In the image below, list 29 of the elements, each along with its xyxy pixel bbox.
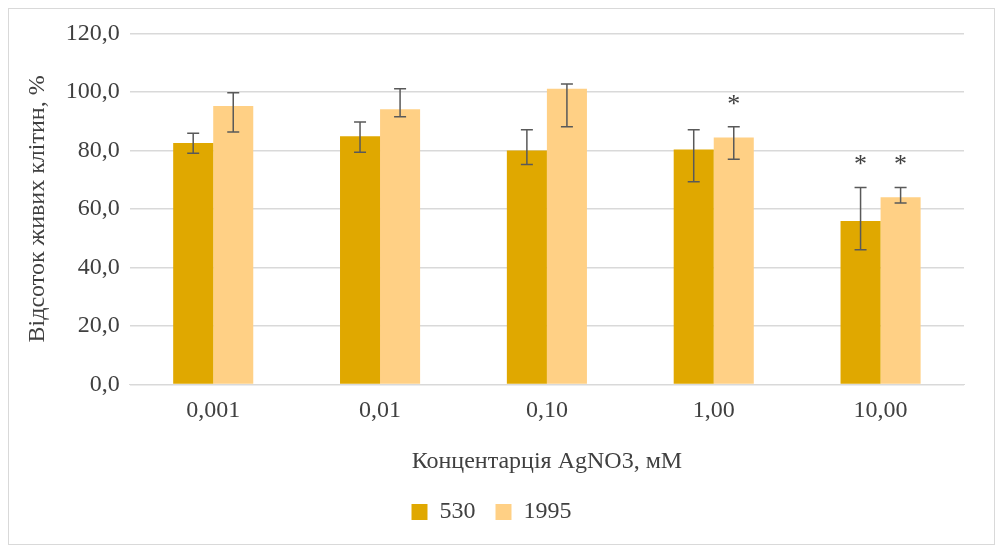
x-tick-label: 1,00 xyxy=(692,396,735,423)
y-tick-label: 100,0 xyxy=(65,77,120,104)
y-tick-label: 40,0 xyxy=(77,252,120,279)
y-tick-label: 80,0 xyxy=(77,135,120,162)
bar xyxy=(546,88,587,384)
x-tick-label: 0,10 xyxy=(525,396,568,423)
y-axis-title: Відсоток живих клітин, % xyxy=(22,75,49,343)
data-label: * xyxy=(854,149,868,179)
y-tick-label: 0,0 xyxy=(89,369,120,396)
y-tick-label: 120,0 xyxy=(65,18,120,45)
x-tick-label: 0,01 xyxy=(359,396,402,423)
legend-label: 1995 xyxy=(523,497,572,524)
bar xyxy=(213,105,254,384)
bar xyxy=(713,137,754,384)
legend-label: 530 xyxy=(439,497,476,524)
bar xyxy=(673,149,714,384)
x-tick-label: 0,001 xyxy=(186,396,241,423)
x-tick-label: 10,00 xyxy=(853,396,908,423)
y-tick-label: 60,0 xyxy=(77,194,120,221)
bar xyxy=(840,220,881,384)
bar xyxy=(340,136,381,384)
y-tick-label: 20,0 xyxy=(77,311,120,338)
data-label: * xyxy=(727,88,741,118)
bar xyxy=(880,197,921,384)
bar xyxy=(380,109,421,384)
data-label: * xyxy=(894,149,908,179)
bar xyxy=(506,150,547,384)
bar xyxy=(173,143,214,384)
x-axis-title: Концентарція AgNO3, мМ xyxy=(411,446,683,473)
